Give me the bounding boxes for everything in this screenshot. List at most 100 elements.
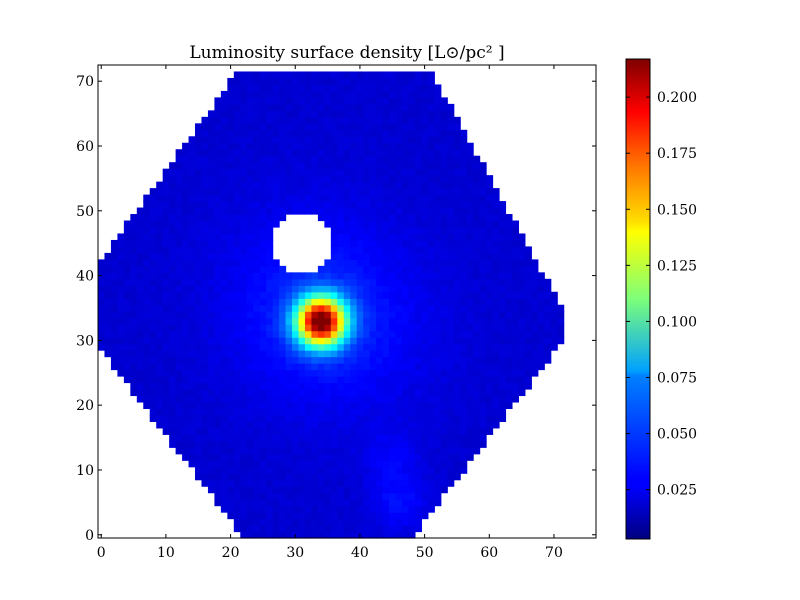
heatmap-cell — [557, 324, 565, 332]
heatmap-cell — [376, 90, 384, 98]
heatmap-cell — [369, 414, 377, 422]
heatmap-cell — [460, 363, 468, 371]
heatmap-cell — [272, 369, 280, 377]
heatmap-cell — [110, 298, 119, 306]
heatmap-cell — [453, 363, 461, 371]
heatmap-cell — [350, 220, 358, 228]
heatmap-cell — [337, 220, 345, 228]
heatmap-cell — [330, 103, 338, 111]
heatmap-cell — [389, 259, 397, 267]
heatmap-cell — [272, 97, 280, 105]
heatmap-cell — [195, 226, 203, 235]
heatmap-cell — [324, 414, 332, 422]
heatmap-cell — [253, 259, 261, 267]
heatmap-cell — [343, 246, 351, 254]
heatmap-cell — [401, 97, 410, 105]
heatmap-cell — [298, 363, 306, 371]
heatmap-cell — [188, 181, 196, 189]
heatmap-cell — [414, 479, 422, 487]
heatmap-cell — [110, 304, 119, 312]
heatmap-cell — [233, 162, 241, 170]
heatmap-cell — [447, 214, 455, 222]
heatmap-cell — [182, 149, 190, 157]
heatmap-cell — [233, 382, 241, 390]
heatmap-cell — [227, 304, 235, 312]
heatmap-cell — [298, 285, 306, 293]
heatmap-cell — [292, 285, 300, 293]
heatmap-cell — [201, 330, 209, 338]
heatmap-cell — [453, 304, 461, 312]
heatmap-cell — [311, 376, 319, 384]
heatmap-cell — [149, 291, 157, 299]
heatmap-cell — [350, 97, 358, 105]
heatmap-cell — [447, 453, 455, 461]
heatmap-cell — [376, 168, 384, 176]
heatmap-cell — [427, 252, 435, 260]
heatmap-cell — [162, 408, 170, 416]
heatmap-cell — [169, 317, 177, 325]
heatmap-cell — [233, 220, 241, 228]
heatmap-cell — [447, 246, 455, 254]
heatmap-cell — [156, 246, 164, 254]
heatmap-cell — [169, 194, 177, 202]
heatmap-cell — [298, 460, 306, 468]
heatmap-cell — [220, 479, 228, 487]
heatmap-cell — [453, 194, 461, 202]
heatmap-cell — [440, 376, 448, 384]
heatmap-cell — [369, 492, 377, 500]
heatmap-cell — [350, 181, 358, 189]
heatmap-cell — [408, 116, 416, 124]
heatmap-cell — [110, 356, 119, 364]
heatmap-cell — [343, 350, 351, 358]
heatmap-cell — [453, 395, 461, 403]
heatmap-cell — [356, 285, 364, 293]
heatmap-cell — [311, 110, 319, 118]
heatmap-cell — [408, 376, 416, 384]
heatmap-cell — [292, 298, 300, 306]
y-tick-label: 30 — [76, 333, 94, 349]
heatmap-cell — [408, 369, 416, 377]
heatmap-cell — [498, 252, 507, 260]
heatmap-cell — [259, 142, 267, 150]
heatmap-cell — [363, 492, 371, 500]
heatmap-cell — [440, 291, 448, 299]
heatmap-cell — [343, 356, 351, 364]
heatmap-cell — [389, 71, 397, 79]
heatmap-cell — [408, 71, 416, 79]
heatmap-cell — [266, 356, 274, 364]
heatmap-cell — [279, 265, 287, 273]
heatmap-cell — [279, 525, 287, 533]
heatmap-cell — [162, 324, 170, 332]
heatmap-cell — [182, 265, 190, 273]
heatmap-cell — [330, 71, 338, 79]
heatmap-cell — [104, 311, 112, 319]
heatmap-cell — [317, 304, 325, 312]
heatmap-cell — [253, 252, 261, 260]
heatmap-cell — [240, 181, 248, 189]
heatmap-cell — [466, 395, 474, 403]
heatmap-cell — [169, 285, 177, 293]
heatmap-cell — [389, 123, 397, 131]
heatmap-cell — [453, 414, 461, 422]
heatmap-cell — [414, 175, 422, 183]
heatmap-cell — [330, 239, 338, 248]
heatmap-cell — [395, 356, 403, 364]
heatmap-cell — [214, 252, 222, 260]
heatmap-cell — [330, 201, 338, 209]
heatmap-cell — [414, 499, 422, 507]
heatmap-cell — [350, 311, 358, 319]
heatmap-cell — [389, 129, 397, 137]
heatmap-cell — [253, 110, 261, 118]
heatmap-cell — [440, 337, 448, 345]
heatmap-cell — [175, 233, 183, 241]
heatmap-cell — [440, 317, 448, 325]
heatmap-cell — [279, 518, 287, 526]
heatmap-cell — [453, 239, 461, 248]
heatmap-cell — [434, 162, 442, 170]
heatmap-cell — [427, 214, 435, 222]
heatmap-cell — [350, 272, 358, 280]
heatmap-cell — [460, 401, 468, 410]
heatmap-cell — [505, 246, 513, 254]
heatmap-cell — [324, 201, 332, 209]
heatmap-cell — [207, 142, 216, 150]
